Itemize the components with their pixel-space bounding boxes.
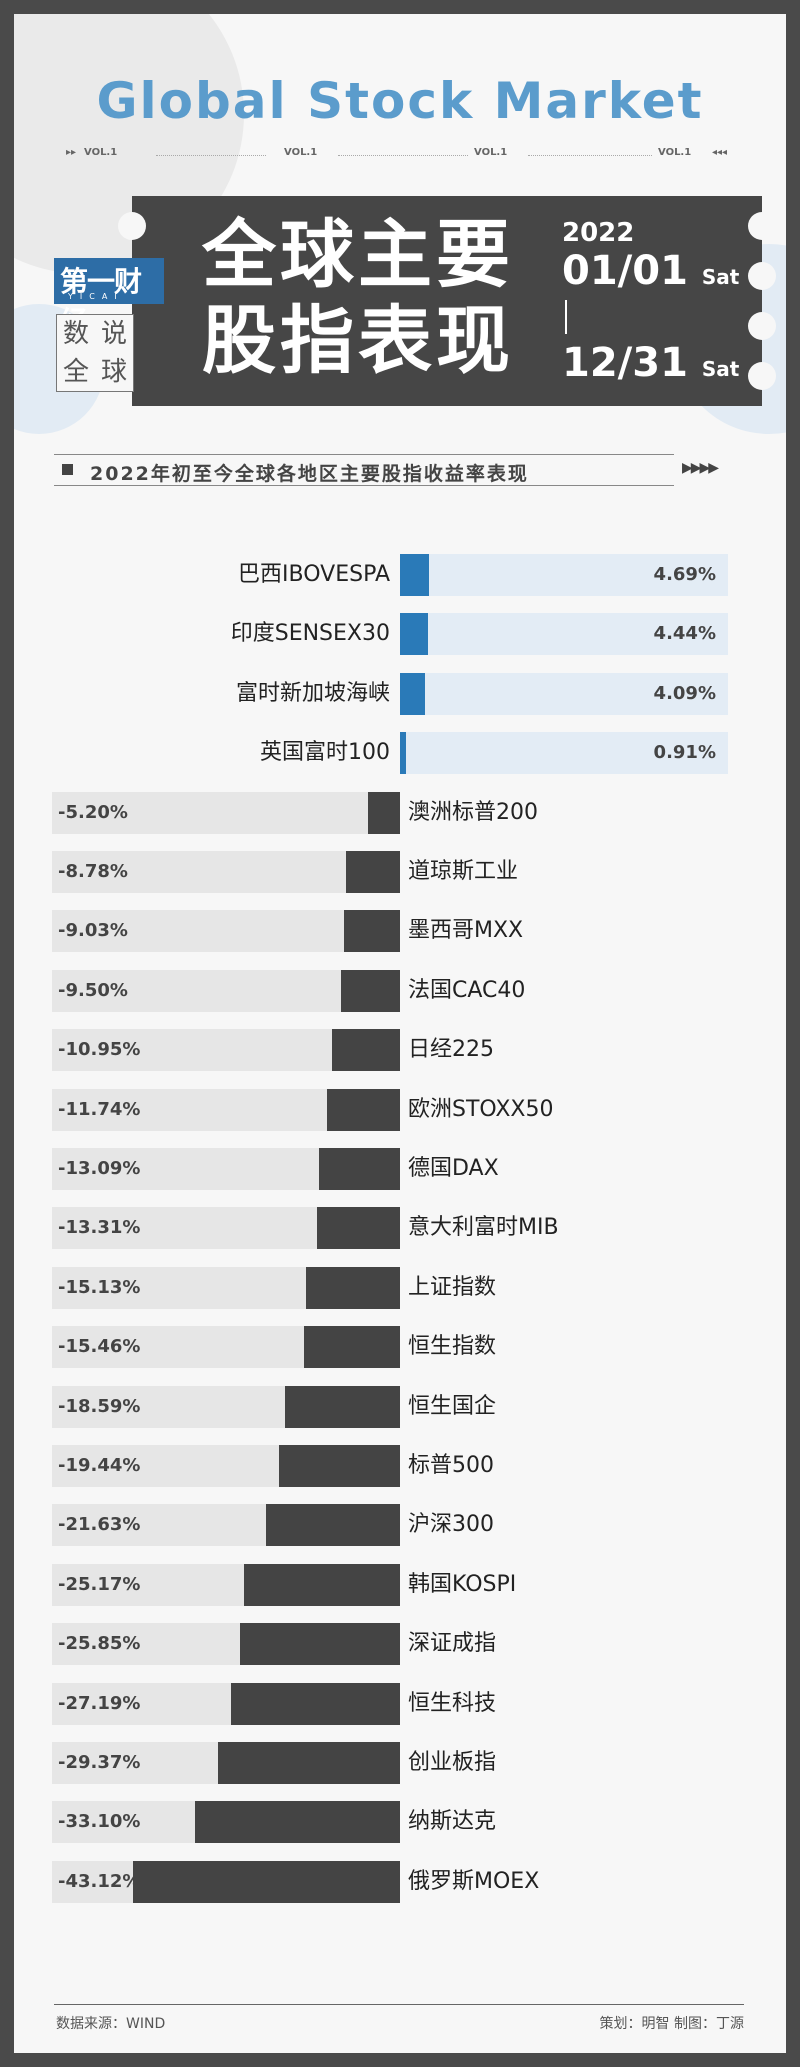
category-label: 恒生国企 [408, 1393, 497, 1419]
arrows-icon: ▶▶▶▶ [682, 460, 719, 476]
value-label: -15.46% [58, 1336, 141, 1358]
value-label: -11.74% [58, 1098, 141, 1120]
value-label: -8.78% [58, 861, 128, 882]
category-label: 德国DAX [408, 1156, 499, 1181]
vol-label: VOL.1 [84, 147, 118, 158]
value-label: 4.09% [653, 682, 716, 704]
category-label: 印度SENSEX30 [230, 621, 390, 647]
value-label: 4.69% [653, 564, 716, 585]
end-date: 12/31 Sat [562, 340, 740, 386]
bar [243, 1563, 400, 1606]
value-label: -9.03% [58, 920, 128, 942]
value-label: -25.17% [58, 1573, 141, 1595]
main-title: Global Stock Market [96, 72, 704, 130]
category-label: 道琼斯工业 [408, 859, 519, 884]
category-label: 俄罗斯MOEX [408, 1868, 540, 1894]
category-label: 法国CAC40 [408, 977, 526, 1003]
title-banner: 全球主要 股指表现 2022 01/01 Sat 12/31 Sat [118, 196, 776, 406]
bar [217, 1742, 400, 1784]
bar [284, 1385, 400, 1428]
bar [231, 1682, 400, 1725]
value-label: -27.19% [58, 1692, 141, 1714]
banner-title-line2: 股指表现 [202, 298, 514, 384]
value-label: -9.50% [58, 979, 128, 1001]
bar [306, 1266, 400, 1309]
bar [132, 1860, 400, 1903]
data-source: 数据来源：WIND [56, 2016, 166, 2032]
banner-title-line1: 全球主要 [202, 212, 514, 298]
yicai-logo: 第一财经 YICAI [54, 258, 164, 338]
category-label: 澳洲标普200 [408, 799, 538, 825]
value-label: -19.44% [58, 1455, 141, 1476]
bar-track [400, 672, 728, 715]
bar [317, 1207, 400, 1250]
bar [400, 613, 428, 656]
value-label: -15.13% [58, 1276, 141, 1298]
volume-row: ▸▸ VOL.1 VOL.1 VOL.1 VOL.1 ◂◂◂ [66, 147, 736, 163]
bar [344, 910, 400, 953]
bar-chart: 巴西IBOVESPA 4.69% 印度SENSEX30 4.44% 富时新加坡海峡 4.0… [14, 14, 786, 2053]
value-label: -13.31% [58, 1217, 141, 1239]
value-label: -13.09% [58, 1158, 141, 1179]
category-label: 沪深300 [408, 1512, 494, 1538]
vol-label: VOL.1 [658, 147, 692, 158]
bar [332, 1029, 400, 1072]
category-label: 欧洲STOXX50 [408, 1096, 554, 1122]
value-label: -29.37% [58, 1752, 141, 1773]
bar [194, 1801, 400, 1844]
bar-track [400, 554, 728, 596]
category-label: 日经225 [408, 1037, 494, 1063]
vol-label: VOL.1 [284, 147, 318, 158]
infographic-page: Global Stock Market ▸▸ VOL.1 VOL.1 VOL.1… [14, 14, 786, 2053]
rewind-icon: ◂◂◂ [712, 147, 728, 158]
category-label: 深证成指 [408, 1631, 497, 1657]
category-label: 标普500 [408, 1453, 494, 1478]
category-label: 意大利富时MIB [408, 1215, 559, 1241]
vol-label: VOL.1 [474, 147, 508, 158]
category-label: 富时新加坡海峡 [235, 680, 390, 706]
credits: 策划：明智 制图：丁源 [599, 2016, 744, 2032]
category-label: 恒生指数 [408, 1334, 497, 1360]
bar [265, 1504, 400, 1547]
column-stamp: 数 说 全 球 [56, 314, 134, 392]
value-label: -43.12% [58, 1870, 141, 1892]
year: 2022 [562, 218, 635, 248]
category-label: 纳斯达克 [408, 1809, 497, 1835]
bar [327, 1088, 400, 1131]
bar-track [52, 910, 400, 953]
value-label: -18.59% [58, 1395, 141, 1417]
category-label: 恒生科技 [408, 1690, 497, 1716]
bar [279, 1445, 400, 1487]
bar-track [52, 791, 400, 834]
bar-track [52, 851, 400, 893]
bar [367, 791, 400, 834]
value-label: -21.63% [58, 1514, 141, 1536]
bar-track [400, 613, 728, 656]
category-label: 上证指数 [408, 1274, 497, 1300]
category-label: 墨西哥MXX [408, 918, 524, 944]
bar [341, 969, 400, 1012]
value-label: -25.85% [58, 1633, 141, 1655]
category-label: 韩国KOSPI [408, 1571, 517, 1597]
chart-subtitle: 2022年初至今全球各地区主要股指收益率表现 [54, 454, 674, 486]
play-icon: ▸▸ [66, 147, 77, 158]
value-label: -10.95% [58, 1039, 141, 1061]
bar [318, 1148, 400, 1190]
bar-track [400, 732, 728, 775]
value-label: 4.44% [653, 623, 716, 645]
value-label: -33.10% [58, 1811, 141, 1833]
value-label: -5.20% [58, 801, 128, 823]
bar [400, 554, 430, 596]
category-label: 创业板指 [408, 1750, 497, 1775]
bar [400, 732, 406, 775]
bar [345, 851, 400, 893]
bar [400, 672, 426, 715]
bar [304, 1326, 400, 1369]
value-label: 0.91% [653, 742, 716, 764]
start-date: 01/01 Sat [562, 248, 740, 294]
category-label: 英国富时100 [260, 740, 390, 766]
category-label: 巴西IBOVESPA [238, 562, 390, 587]
bar [239, 1623, 400, 1666]
